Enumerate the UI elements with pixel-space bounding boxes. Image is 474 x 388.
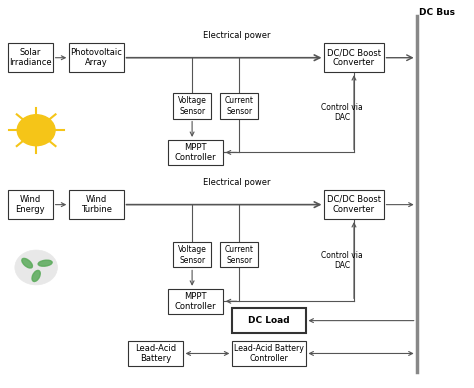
Text: Wind
Energy: Wind Energy (16, 195, 45, 214)
FancyBboxPatch shape (324, 43, 383, 72)
FancyBboxPatch shape (69, 43, 124, 72)
Text: Control via
DAC: Control via DAC (321, 251, 363, 270)
FancyBboxPatch shape (232, 308, 306, 333)
Text: DC Load: DC Load (248, 316, 290, 325)
Text: Electrical power: Electrical power (203, 178, 271, 187)
Text: Lead-Acid Battery
Controller: Lead-Acid Battery Controller (234, 344, 304, 363)
Text: Control via
DAC: Control via DAC (321, 103, 363, 122)
FancyBboxPatch shape (8, 43, 53, 72)
Text: DC/DC Boost
Converter: DC/DC Boost Converter (327, 48, 381, 68)
Text: Voltage
Sensor: Voltage Sensor (178, 96, 207, 116)
FancyBboxPatch shape (220, 242, 258, 267)
FancyBboxPatch shape (324, 190, 383, 219)
Text: Wind
Turbine: Wind Turbine (81, 195, 112, 214)
Circle shape (15, 250, 57, 285)
Text: Current
Sensor: Current Sensor (225, 96, 254, 116)
Text: Electrical power: Electrical power (203, 31, 271, 40)
FancyBboxPatch shape (128, 341, 182, 366)
Ellipse shape (32, 270, 40, 282)
Text: Solar
Irradiance: Solar Irradiance (9, 48, 52, 68)
Ellipse shape (38, 260, 52, 266)
FancyBboxPatch shape (173, 242, 211, 267)
FancyBboxPatch shape (8, 190, 53, 219)
FancyBboxPatch shape (168, 140, 223, 165)
FancyBboxPatch shape (168, 289, 223, 314)
Text: DC Bus: DC Bus (419, 8, 455, 17)
Text: MPPT
Controller: MPPT Controller (175, 143, 217, 162)
Circle shape (17, 115, 55, 146)
Text: Current
Sensor: Current Sensor (225, 245, 254, 265)
Text: DC/DC Boost
Converter: DC/DC Boost Converter (327, 195, 381, 214)
Text: Voltage
Sensor: Voltage Sensor (178, 245, 207, 265)
Text: Lead-Acid
Battery: Lead-Acid Battery (135, 344, 176, 363)
Text: Photovoltaic
Array: Photovoltaic Array (71, 48, 122, 68)
FancyBboxPatch shape (220, 94, 258, 119)
Ellipse shape (22, 258, 32, 268)
FancyBboxPatch shape (173, 94, 211, 119)
Text: MPPT
Controller: MPPT Controller (175, 292, 217, 311)
FancyBboxPatch shape (232, 341, 306, 366)
FancyBboxPatch shape (69, 190, 124, 219)
